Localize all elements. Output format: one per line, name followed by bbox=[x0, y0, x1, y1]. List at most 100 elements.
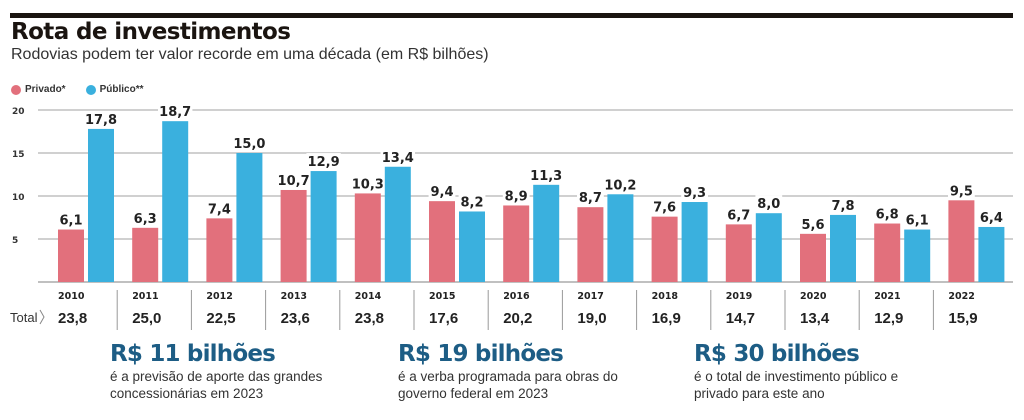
total-value: 23,6 bbox=[281, 310, 310, 327]
total-value: 13,4 bbox=[800, 310, 830, 327]
bar-publico bbox=[88, 128, 114, 282]
bar-label-bg bbox=[529, 166, 564, 182]
legend-swatch-publico bbox=[85, 84, 96, 95]
x-tick-label: 2019 bbox=[726, 291, 752, 302]
bar-publico bbox=[533, 184, 560, 282]
bar-value-label: 12,9 bbox=[308, 155, 340, 170]
bar-value-label: 6,1 bbox=[906, 214, 929, 229]
x-tick-label: 2011 bbox=[132, 291, 158, 302]
y-tick-label: 20 bbox=[12, 107, 25, 117]
total-value: 22,5 bbox=[206, 310, 235, 327]
bar-label-bg bbox=[651, 198, 678, 214]
x-tick-label: 2017 bbox=[577, 291, 603, 302]
bar-value-label: 5,6 bbox=[801, 218, 824, 233]
callout-governo-federal: R$ 19 bilhões é a verba programada para … bbox=[398, 340, 638, 402]
bar-value-label: 8,0 bbox=[757, 197, 780, 212]
bar-value-label: 7,6 bbox=[653, 201, 676, 216]
bar-privado bbox=[725, 224, 752, 282]
y-tick-label: 5 bbox=[12, 236, 18, 246]
bar-value-label: 6,7 bbox=[727, 208, 750, 223]
bar-label-bg bbox=[829, 196, 857, 212]
callout-value: R$ 19 bilhões bbox=[398, 341, 564, 367]
chevron-right-icon bbox=[39, 309, 45, 325]
x-tick-label: 2015 bbox=[429, 291, 455, 302]
bar-publico bbox=[310, 171, 337, 282]
bar-label-bg bbox=[681, 184, 708, 200]
callout-value: R$ 30 bilhões bbox=[694, 341, 860, 367]
total-value: 25,0 bbox=[132, 310, 161, 327]
bar-value-label: 10,3 bbox=[352, 177, 384, 192]
legend-item-publico: Público** bbox=[85, 84, 144, 95]
bar-privado bbox=[354, 193, 381, 282]
bar-publico bbox=[384, 166, 411, 282]
bar-value-label: 8,9 bbox=[505, 189, 528, 204]
x-tick-label: 2010 bbox=[58, 291, 85, 302]
bar-label-bg bbox=[232, 135, 267, 150]
legend-label-publico: Público** bbox=[99, 84, 144, 95]
total-value: 20,2 bbox=[503, 310, 532, 327]
total-value: 15,9 bbox=[948, 310, 977, 327]
x-tick-label: 2012 bbox=[206, 291, 232, 302]
bar-value-label: 10,2 bbox=[604, 178, 636, 193]
bar-label-bg bbox=[458, 193, 486, 209]
bar-publico bbox=[607, 194, 634, 282]
legend: Privado* Público** bbox=[11, 84, 163, 95]
bar-privado bbox=[577, 207, 604, 282]
total-value: 19,0 bbox=[577, 310, 606, 327]
bar-label-bg bbox=[380, 148, 415, 164]
bar-label-bg bbox=[978, 208, 1005, 224]
callout-total-ano: R$ 30 bilhões é o total de investimento … bbox=[694, 340, 934, 402]
totals-label: Total bbox=[10, 310, 38, 325]
bar-label-bg bbox=[755, 195, 783, 211]
chart-subtitle: Rodovias podem ter valor recorde em uma … bbox=[11, 46, 489, 63]
bar-value-label: 6,4 bbox=[980, 211, 1003, 226]
bar-label-bg bbox=[502, 187, 530, 203]
bar-privado bbox=[280, 189, 307, 282]
total-value: 14,7 bbox=[726, 310, 755, 327]
x-tick-label: 2020 bbox=[800, 291, 827, 302]
legend-swatch-privado bbox=[11, 84, 21, 95]
callout-concessionarias: R$ 11 bilhões é a previsão de aporte das… bbox=[110, 340, 350, 402]
bar-publico bbox=[236, 153, 263, 282]
chart-title: Rota de investimentos bbox=[11, 19, 291, 45]
bar-value-label: 10,7 bbox=[278, 174, 310, 189]
bar-privado bbox=[948, 200, 975, 282]
callout-text: é a verba programada para obras do gover… bbox=[398, 369, 618, 401]
bar-label-bg bbox=[799, 215, 827, 231]
bar-label-bg bbox=[83, 110, 119, 126]
legend-label-privado: Privado* bbox=[25, 84, 66, 95]
total-value: 12,9 bbox=[874, 310, 903, 327]
bar-value-label: 6,3 bbox=[134, 212, 157, 227]
bar-value-label: 18,7 bbox=[159, 105, 191, 120]
bar-value-label: 9,3 bbox=[683, 186, 706, 201]
bar-publico bbox=[830, 214, 856, 282]
bar-publico bbox=[459, 211, 485, 282]
legend-item-privado: Privado* bbox=[11, 84, 66, 95]
bar-privado bbox=[58, 229, 84, 282]
x-tick-label: 2016 bbox=[503, 291, 530, 302]
bar-publico bbox=[162, 121, 189, 283]
bar-value-label: 11,3 bbox=[530, 169, 562, 184]
bar-value-label: 6,1 bbox=[59, 214, 82, 229]
bar-value-label: 13,4 bbox=[382, 151, 414, 166]
bar-privado bbox=[651, 216, 678, 282]
bar-value-label: 8,7 bbox=[579, 191, 602, 206]
x-tick-label: 2021 bbox=[874, 291, 900, 302]
x-tick-label: 2018 bbox=[652, 291, 679, 302]
x-tick-label: 2013 bbox=[281, 291, 307, 302]
bar-value-label: 6,8 bbox=[876, 208, 899, 223]
total-value: 16,9 bbox=[652, 310, 681, 327]
bar-label-bg bbox=[131, 209, 159, 225]
bar-publico bbox=[755, 213, 782, 282]
total-value: 23,8 bbox=[58, 310, 87, 327]
x-tick-label: 2022 bbox=[948, 291, 974, 302]
bar-label-bg bbox=[206, 200, 233, 216]
bar-privado bbox=[132, 227, 159, 282]
bar-label-bg bbox=[577, 189, 604, 205]
bar-label-bg bbox=[57, 211, 85, 227]
total-value: 23,8 bbox=[355, 310, 384, 327]
bar-publico bbox=[681, 202, 708, 282]
bar-value-label: 9,5 bbox=[950, 184, 973, 199]
top-rule bbox=[10, 13, 1013, 18]
